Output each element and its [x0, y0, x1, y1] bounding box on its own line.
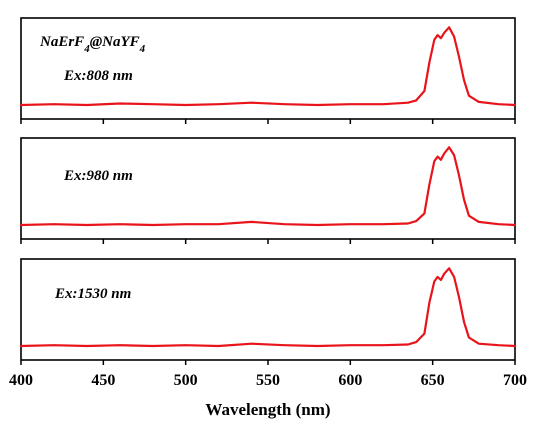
x-tick-label: 600	[338, 372, 362, 389]
x-tick-label: 400	[9, 372, 33, 389]
x-tick-label: 700	[503, 372, 527, 389]
x-tick-label: 450	[91, 372, 115, 389]
panel-808-sample-label: NaErF4@NaYF4	[39, 34, 146, 55]
x-tick-label: 550	[256, 372, 280, 389]
x-tick-label: 650	[421, 372, 445, 389]
panel-1530-excitation-label: Ex:1530 nm	[54, 286, 131, 302]
panel-808: NaErF4@NaYF4 Ex:808 nm	[19, 17, 517, 120]
label-segment: NaErF	[39, 34, 84, 50]
subscript-4: 4	[83, 43, 90, 55]
panel-980-excitation-label: Ex:980 nm	[63, 168, 133, 184]
panel-980: Ex:980 nm	[19, 137, 517, 240]
x-tick-label: 500	[174, 372, 198, 389]
panel-808-spectrum-line	[19, 26, 517, 107]
label-segment: @NaYF	[90, 34, 140, 50]
panel-1530-spectrum-line	[19, 267, 517, 348]
subscript-4: 4	[139, 43, 146, 55]
panel-1530: Ex:1530 nm	[19, 258, 517, 361]
x-axis-title: Wavelength (nm)	[205, 400, 330, 419]
x-axis: 400 450 500 550 600 650 700	[9, 119, 527, 389]
panel-980-spectrum-line	[19, 146, 517, 227]
panel-808-excitation-label: Ex:808 nm	[63, 68, 133, 84]
